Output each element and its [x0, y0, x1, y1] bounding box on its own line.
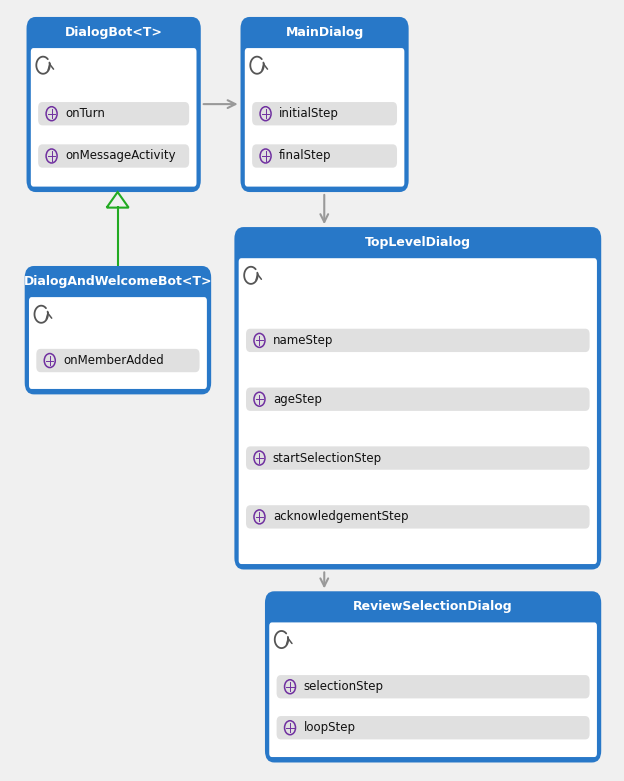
FancyBboxPatch shape	[29, 297, 207, 389]
Text: nameStep: nameStep	[273, 334, 333, 347]
FancyBboxPatch shape	[246, 387, 590, 411]
FancyBboxPatch shape	[265, 591, 601, 762]
Text: DialogAndWelcomeBot<T>: DialogAndWelcomeBot<T>	[24, 275, 212, 288]
FancyBboxPatch shape	[252, 144, 397, 168]
FancyBboxPatch shape	[269, 622, 597, 757]
Text: initialStep: initialStep	[279, 107, 339, 120]
Text: startSelectionStep: startSelectionStep	[273, 451, 382, 465]
FancyBboxPatch shape	[25, 266, 211, 394]
Text: selectionStep: selectionStep	[303, 680, 384, 694]
Text: DialogBot<T>: DialogBot<T>	[65, 26, 163, 39]
Text: ReviewSelectionDialog: ReviewSelectionDialog	[353, 601, 513, 613]
FancyBboxPatch shape	[31, 48, 197, 187]
FancyBboxPatch shape	[246, 447, 590, 469]
FancyBboxPatch shape	[252, 102, 397, 126]
Text: onMemberAdded: onMemberAdded	[63, 354, 164, 367]
FancyBboxPatch shape	[238, 259, 597, 564]
Text: onMessageActivity: onMessageActivity	[65, 149, 176, 162]
FancyBboxPatch shape	[246, 505, 590, 529]
Text: TopLevelDialog: TopLevelDialog	[365, 236, 470, 249]
FancyBboxPatch shape	[235, 227, 601, 569]
Text: onTurn: onTurn	[65, 107, 105, 120]
FancyBboxPatch shape	[38, 144, 189, 168]
Text: acknowledgementStep: acknowledgementStep	[273, 510, 409, 523]
FancyBboxPatch shape	[38, 102, 189, 126]
FancyBboxPatch shape	[240, 17, 409, 192]
Text: MainDialog: MainDialog	[285, 26, 364, 39]
FancyBboxPatch shape	[27, 17, 201, 192]
FancyBboxPatch shape	[36, 349, 200, 373]
FancyBboxPatch shape	[246, 329, 590, 352]
FancyBboxPatch shape	[245, 48, 404, 187]
FancyBboxPatch shape	[276, 716, 590, 740]
FancyBboxPatch shape	[276, 675, 590, 698]
Text: finalStep: finalStep	[279, 149, 331, 162]
Text: loopStep: loopStep	[303, 721, 356, 734]
Text: ageStep: ageStep	[273, 393, 322, 405]
